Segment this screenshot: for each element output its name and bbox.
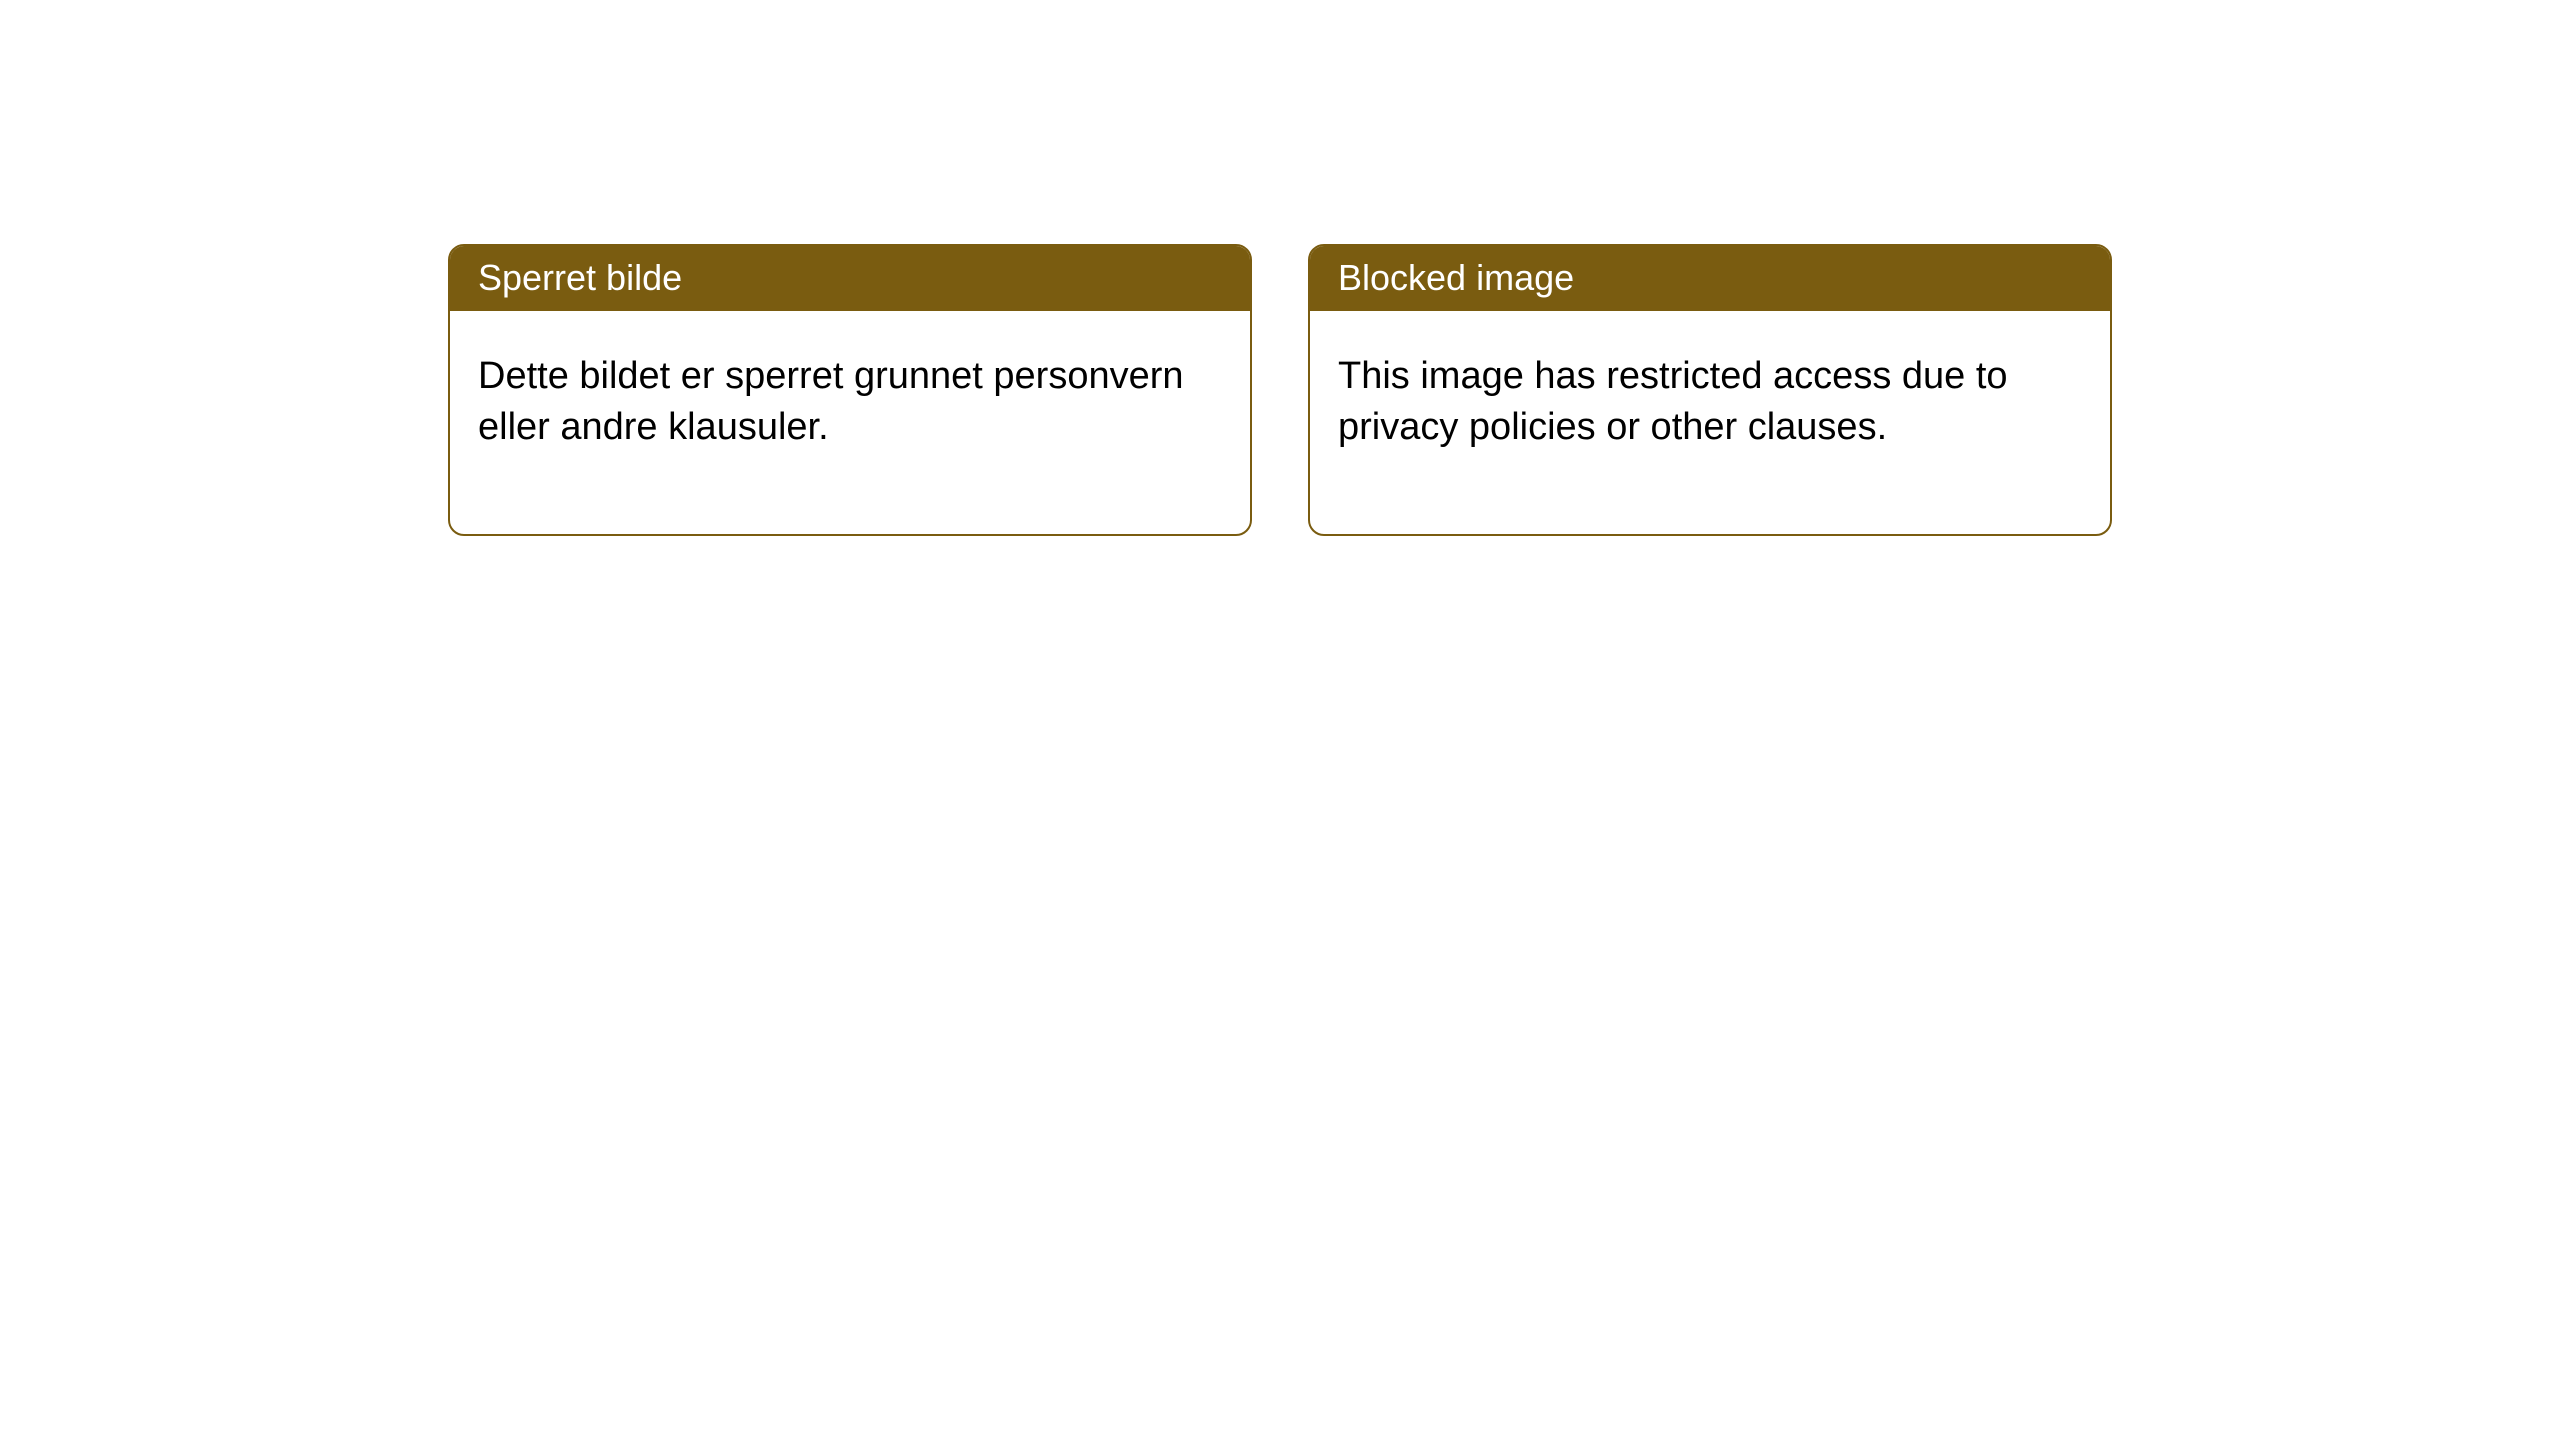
notice-title: Blocked image [1310, 246, 2110, 311]
notice-body-text: This image has restricted access due to … [1310, 311, 2110, 534]
notice-container: Sperret bilde Dette bildet er sperret gr… [0, 0, 2560, 536]
notice-title: Sperret bilde [450, 246, 1250, 311]
notice-card-norwegian: Sperret bilde Dette bildet er sperret gr… [448, 244, 1252, 536]
notice-body-text: Dette bildet er sperret grunnet personve… [450, 311, 1250, 534]
notice-card-english: Blocked image This image has restricted … [1308, 244, 2112, 536]
